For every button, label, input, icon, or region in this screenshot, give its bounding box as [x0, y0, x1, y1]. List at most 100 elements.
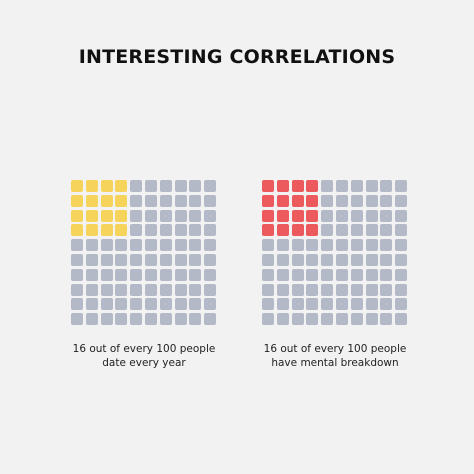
- waffle-cell-highlighted: [85, 180, 98, 192]
- waffle-cell-highlighted: [115, 209, 128, 222]
- waffle-cell-highlighted: [262, 180, 274, 192]
- waffle-cell-empty: [159, 239, 172, 252]
- waffle-cell-highlighted: [100, 224, 113, 237]
- waffle-cell-empty: [204, 239, 217, 252]
- waffle-cell-empty: [189, 283, 202, 296]
- waffle-cell-empty: [365, 180, 378, 192]
- waffle-cell-highlighted: [71, 180, 83, 192]
- waffle-cell-empty: [144, 283, 157, 296]
- waffle-cell-empty: [350, 268, 363, 281]
- waffle-cell-empty: [395, 180, 408, 192]
- waffle-cell-highlighted: [276, 194, 289, 207]
- waffle-cell-empty: [350, 180, 363, 192]
- waffle-cell-empty: [306, 283, 319, 296]
- waffle-cell-empty: [395, 253, 408, 266]
- caption-right: 16 out of every 100 people have mental b…: [232, 342, 438, 370]
- waffle-cell-empty: [276, 239, 289, 252]
- waffle-cell-highlighted: [291, 180, 304, 192]
- waffle-cell-empty: [144, 253, 157, 266]
- waffle-cell-empty: [204, 298, 217, 311]
- caption-left-line2: date every year: [102, 357, 186, 369]
- waffle-cell-empty: [262, 313, 274, 326]
- waffle-cell-highlighted: [291, 194, 304, 207]
- waffle-cell-empty: [204, 209, 217, 222]
- waffle-cell-empty: [85, 268, 98, 281]
- waffle-cell-empty: [144, 298, 157, 311]
- waffle-cell-empty: [130, 313, 143, 326]
- waffle-cell-empty: [71, 268, 83, 281]
- waffle-cell-empty: [204, 268, 217, 281]
- waffle-cell-empty: [321, 268, 334, 281]
- waffle-cell-empty: [189, 180, 202, 192]
- waffle-cell-empty: [306, 298, 319, 311]
- waffle-cell-empty: [100, 298, 113, 311]
- waffle-cell-empty: [321, 239, 334, 252]
- waffle-cell-highlighted: [71, 209, 83, 222]
- waffle-cell-empty: [189, 268, 202, 281]
- waffle-cell-empty: [115, 313, 128, 326]
- waffle-cell-highlighted: [306, 194, 319, 207]
- waffle-cell-empty: [365, 268, 378, 281]
- waffle-cell-empty: [306, 239, 319, 252]
- waffle-cell-empty: [159, 298, 172, 311]
- waffle-cell-empty: [130, 194, 143, 207]
- waffle-cell-empty: [395, 224, 408, 237]
- waffle-cell-empty: [335, 268, 348, 281]
- waffle-cell-empty: [85, 253, 98, 266]
- waffle-cell-empty: [159, 313, 172, 326]
- waffle-cell-empty: [159, 224, 172, 237]
- waffle-cell-empty: [262, 239, 274, 252]
- waffle-cell-highlighted: [100, 194, 113, 207]
- waffle-cell-empty: [144, 194, 157, 207]
- waffle-cell-empty: [262, 268, 274, 281]
- waffle-cell-empty: [100, 239, 113, 252]
- waffle-cell-empty: [174, 283, 187, 296]
- waffle-cell-empty: [204, 313, 217, 326]
- waffle-cell-empty: [395, 194, 408, 207]
- waffle-cell-empty: [71, 313, 83, 326]
- waffle-cell-empty: [174, 224, 187, 237]
- page-title: INTERESTING CORRELATIONS: [78, 46, 396, 68]
- waffle-cell-empty: [350, 224, 363, 237]
- waffle-cell-empty: [365, 298, 378, 311]
- waffle-cell-empty: [380, 253, 393, 266]
- waffle-cell-empty: [144, 224, 157, 237]
- waffle-cell-empty: [71, 283, 83, 296]
- waffle-cell-empty: [174, 253, 187, 266]
- waffle-cell-empty: [100, 268, 113, 281]
- waffle-cell-empty: [130, 209, 143, 222]
- waffle-cell-empty: [100, 313, 113, 326]
- waffle-cell-empty: [321, 313, 334, 326]
- waffle-cell-empty: [100, 283, 113, 296]
- waffle-cell-empty: [262, 283, 274, 296]
- waffle-cell-empty: [365, 239, 378, 252]
- waffle-cell-empty: [144, 209, 157, 222]
- waffle-cell-highlighted: [115, 194, 128, 207]
- waffle-panel-right: 16 out of every 100 people have mental b…: [262, 180, 408, 369]
- waffle-grid-left: [71, 180, 217, 326]
- waffle-cell-empty: [291, 239, 304, 252]
- waffle-cell-empty: [159, 253, 172, 266]
- waffle-cell-empty: [380, 194, 393, 207]
- waffle-cell-empty: [321, 209, 334, 222]
- waffle-grid-right: [262, 180, 408, 326]
- waffle-cell-empty: [365, 194, 378, 207]
- waffle-cell-empty: [100, 253, 113, 266]
- waffle-cell-highlighted: [276, 209, 289, 222]
- waffle-cell-empty: [159, 180, 172, 192]
- waffle-cell-empty: [159, 268, 172, 281]
- waffle-cell-empty: [276, 298, 289, 311]
- waffle-cell-highlighted: [71, 224, 83, 237]
- waffle-cell-empty: [174, 180, 187, 192]
- waffle-cell-empty: [395, 209, 408, 222]
- waffle-cell-highlighted: [85, 224, 98, 237]
- waffle-cell-empty: [350, 209, 363, 222]
- waffle-cell-empty: [144, 268, 157, 281]
- waffle-cell-empty: [276, 253, 289, 266]
- waffle-cell-empty: [350, 313, 363, 326]
- waffle-cell-highlighted: [85, 209, 98, 222]
- waffle-cell-empty: [174, 194, 187, 207]
- waffle-cell-empty: [204, 283, 217, 296]
- waffle-cell-highlighted: [115, 224, 128, 237]
- waffle-cell-empty: [335, 239, 348, 252]
